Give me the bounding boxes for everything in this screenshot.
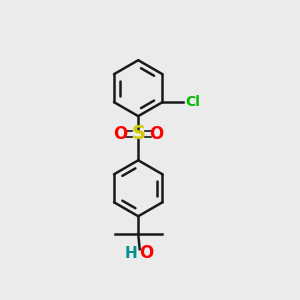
Text: O: O bbox=[149, 125, 164, 143]
Text: H: H bbox=[124, 246, 137, 261]
Text: O: O bbox=[113, 125, 127, 143]
Text: O: O bbox=[139, 244, 153, 262]
Text: Cl: Cl bbox=[186, 95, 201, 109]
Text: S: S bbox=[131, 124, 145, 143]
